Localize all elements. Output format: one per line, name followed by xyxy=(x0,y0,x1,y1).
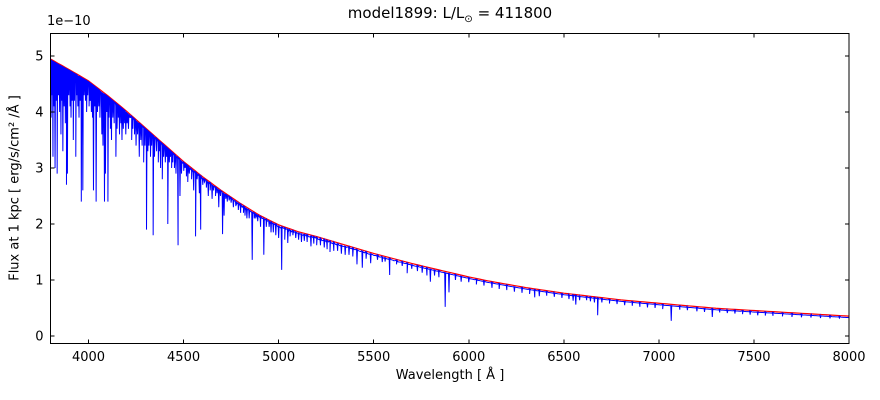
axes-frame xyxy=(50,33,850,344)
x-tick-label: 7000 xyxy=(642,350,675,365)
y-tick-label: 4 xyxy=(35,106,43,121)
y-tick-label: 2 xyxy=(35,218,43,233)
sun-symbol: ⊙ xyxy=(464,14,473,25)
x-tick-label: 5500 xyxy=(357,350,390,365)
x-tick-label: 6000 xyxy=(452,350,485,365)
x-axis-label: Wavelength [ Å ] xyxy=(395,368,505,383)
y-axis-label: Flux at 1 kpc [ erg/s/cm² /Å ] xyxy=(7,95,23,281)
x-tick-label: 4000 xyxy=(72,350,105,365)
plot-title-suffix: = 411800 xyxy=(472,4,553,22)
plot-title-prefix: model1899: L/L xyxy=(347,4,465,22)
y-tick-label: 5 xyxy=(35,50,43,65)
y-tick-label: 0 xyxy=(35,330,43,345)
x-tick-label: 8000 xyxy=(832,350,865,365)
y-axis-offset-label: 1e−10 xyxy=(47,14,91,29)
x-tick-label: 6500 xyxy=(547,350,580,365)
plot-title: model1899: L/L⊙ = 411800 xyxy=(51,4,849,25)
y-tick-label: 3 xyxy=(35,162,43,177)
x-tick-label: 5000 xyxy=(262,350,295,365)
y-tick-label: 1 xyxy=(35,274,43,289)
x-tick-label: 4500 xyxy=(167,350,200,365)
x-tick-label: 7500 xyxy=(737,350,770,365)
spectrum-line xyxy=(50,59,849,321)
